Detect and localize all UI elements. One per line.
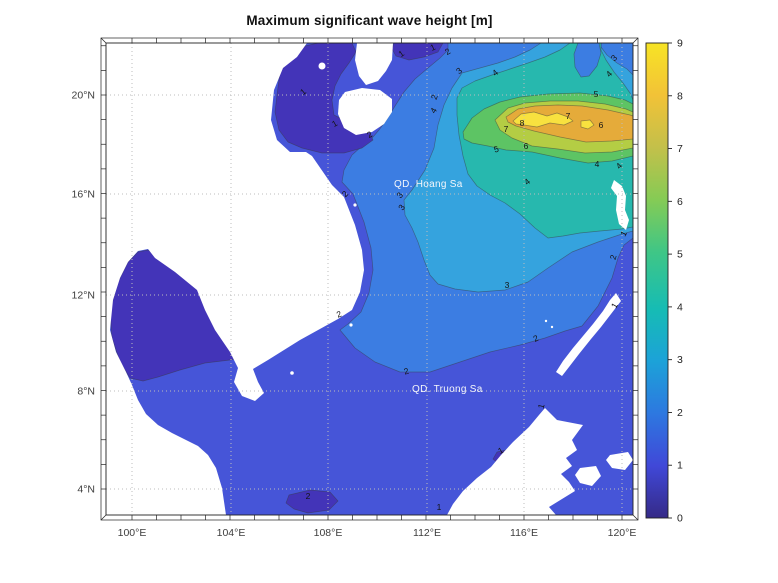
land-south-china-coast [355, 43, 393, 85]
land-luzon-coast-strip [611, 180, 629, 230]
colorbar-tick-label: 5 [677, 249, 683, 261]
x-tick-label: 108°E [314, 527, 343, 539]
contour-label-4: 4 [490, 67, 500, 78]
contour-label-8: 8 [520, 118, 525, 128]
contour-label-3: 3 [505, 280, 510, 290]
land-hainan-island [338, 88, 392, 135]
islet-dot [353, 203, 357, 207]
contour-label-1: 1 [536, 402, 547, 409]
south-shelf-band-0-1 [285, 489, 339, 514]
contour-label-1: 1 [396, 48, 406, 59]
x-tick-label: 112°E [413, 527, 441, 539]
colorbar-tick-label: 6 [677, 196, 683, 208]
contour-label-2: 2 [365, 129, 374, 140]
chart-title: Maximum significant wave height [m] [246, 13, 493, 28]
colorbar-tick-label: 0 [677, 513, 683, 525]
land-indochina-mainland [106, 43, 364, 515]
sea-band-8-9-east [580, 119, 595, 130]
contour-label-4: 4 [522, 176, 532, 187]
contour-label-6: 6 [524, 141, 529, 151]
colorbar-tick-label: 9 [677, 38, 683, 50]
colorbar-tick-label: 4 [677, 301, 683, 313]
y-tick-label: 12°N [72, 290, 95, 302]
contour-label-4: 4 [428, 106, 439, 115]
contour-label-2: 2 [531, 333, 540, 344]
islet-dot [349, 323, 353, 327]
contour-label-1: 1 [437, 502, 442, 512]
contour-label-5: 5 [594, 89, 599, 99]
colorbar-tick-label: 3 [677, 354, 683, 366]
china-coast-band-0-1 [391, 43, 444, 61]
islet-dot [290, 371, 294, 375]
contour-label-1: 1 [428, 42, 437, 53]
x-tick-label: 116°E [510, 527, 538, 539]
contour-label-2: 2 [403, 366, 410, 377]
colorbar-tick-label: 7 [677, 143, 683, 155]
contour-label-7: 7 [566, 111, 571, 121]
y-tick-label: 4°N [77, 484, 95, 496]
contour-label-3: 3 [454, 65, 464, 76]
contour-label-3: 3 [394, 190, 405, 200]
colorbar-tick-label: 8 [677, 90, 683, 102]
contour-label-1: 1 [609, 301, 620, 310]
contour-label-4: 4 [604, 68, 615, 79]
contour-label-2: 2 [340, 188, 351, 199]
contour-label-2: 2 [608, 253, 619, 260]
contour-label-2: 2 [429, 93, 440, 101]
contour-label-4: 4 [614, 160, 625, 171]
sea-band-8-9-core [512, 111, 574, 128]
contour-label-6: 6 [599, 120, 604, 130]
contour-label-7: 7 [504, 124, 509, 134]
contour-label-1: 1 [330, 118, 339, 129]
land-borneo [447, 408, 583, 515]
colorbar-tick-label: 1 [677, 460, 683, 472]
land-sulu-island-2 [575, 466, 601, 486]
luzon-shadow-band-2-3 [573, 43, 602, 78]
colorbar-gradient [645, 42, 669, 519]
contour-label-3: 3 [609, 52, 620, 63]
colorbar-tick-label: 2 [677, 407, 683, 419]
contour-label-1: 1 [618, 229, 629, 238]
contour-label-1: 1 [298, 86, 308, 97]
place-label: QD. Hoang Sa [394, 179, 463, 190]
x-tick-label: 100°E [118, 527, 147, 539]
islet-dot [544, 319, 548, 323]
axis-labels: 100°E 104°E 108°E 112°E 116°E 120°E20°N16°N12… [72, 90, 637, 540]
land-sulu-island-1 [606, 452, 633, 470]
y-tick-label: 8°N [77, 386, 95, 398]
y-tick-label: 16°N [72, 189, 95, 201]
islet-dot [550, 325, 554, 329]
map-area [106, 43, 633, 515]
graticule [106, 43, 633, 515]
land-palawan-chain [556, 293, 621, 376]
contour-label-1: 1 [496, 445, 505, 456]
x-tick-label: 104°E [217, 527, 246, 539]
x-tick-label: 120°E [608, 527, 637, 539]
contour-label-2: 2 [335, 309, 343, 320]
colorbar: 0 1 2 3 4 5 6 7 8 9 [645, 38, 683, 525]
contour-label-4: 4 [595, 159, 600, 169]
contour-label-2: 2 [443, 46, 452, 57]
contour-label-5: 5 [493, 144, 500, 155]
y-tick-label: 20°N [72, 90, 95, 102]
contour-label-2: 2 [306, 491, 311, 501]
contour-label-3: 3 [396, 202, 407, 212]
map-frame [100, 37, 639, 521]
place-label: QD. Truong Sa [412, 384, 483, 395]
islet-dot [318, 62, 326, 70]
